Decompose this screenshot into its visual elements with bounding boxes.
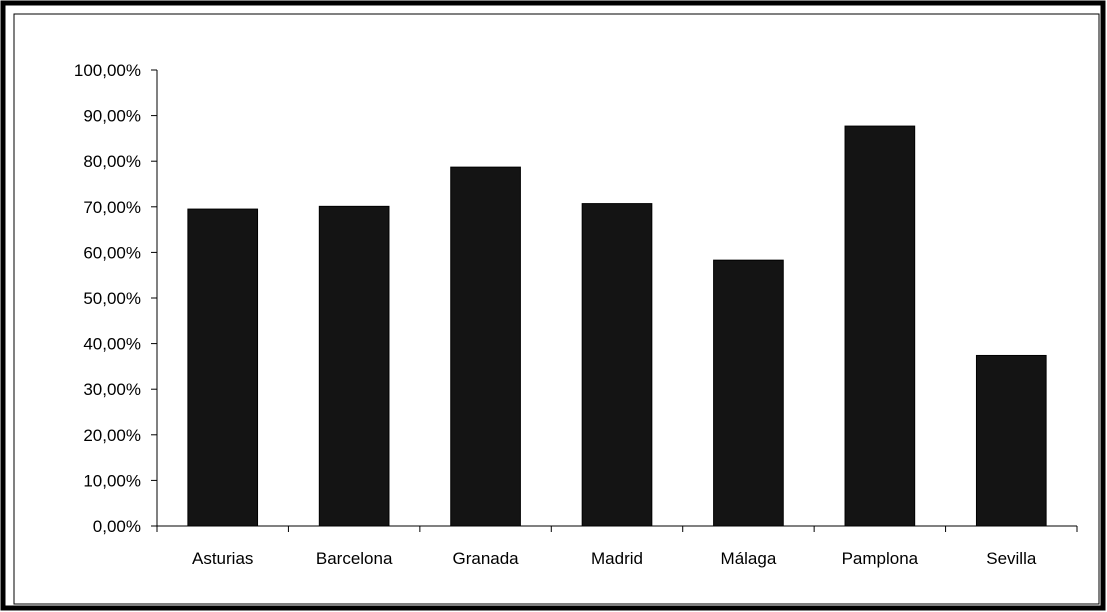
x-category-label: Málaga <box>721 549 777 568</box>
x-category-label: Barcelona <box>316 549 393 568</box>
y-tick-label: 80,00% <box>83 152 141 171</box>
y-tick-label: 20,00% <box>83 426 141 445</box>
x-category-label: Madrid <box>591 549 643 568</box>
y-tick-label: 0,00% <box>93 517 141 536</box>
bar <box>187 208 259 527</box>
plot-area: 0,00% 10,00% 20,00% 30,00% 40,00% 50,00% 60,00… <box>74 61 1078 568</box>
y-tick-label: 40,00% <box>83 335 141 354</box>
y-tick-label: 30,00% <box>83 380 141 399</box>
y-tick-label: 90,00% <box>83 107 141 126</box>
y-tick-label: 10,00% <box>83 471 141 490</box>
y-tick-label: 50,00% <box>83 289 141 308</box>
y-tick-label: 60,00% <box>83 243 141 262</box>
bar <box>581 203 653 527</box>
x-category-label: Sevilla <box>986 549 1037 568</box>
bar <box>975 354 1047 527</box>
x-category-label: Granada <box>452 549 519 568</box>
bar <box>844 125 916 527</box>
inner-frame-border <box>13 13 1100 605</box>
bar <box>713 259 784 527</box>
bar <box>450 166 521 527</box>
x-category-label: Pamplona <box>842 549 919 568</box>
x-category-label: Asturias <box>192 549 253 568</box>
bar <box>318 205 390 527</box>
y-tick-label: 100,00% <box>74 61 141 80</box>
y-tick-label: 70,00% <box>83 198 141 217</box>
